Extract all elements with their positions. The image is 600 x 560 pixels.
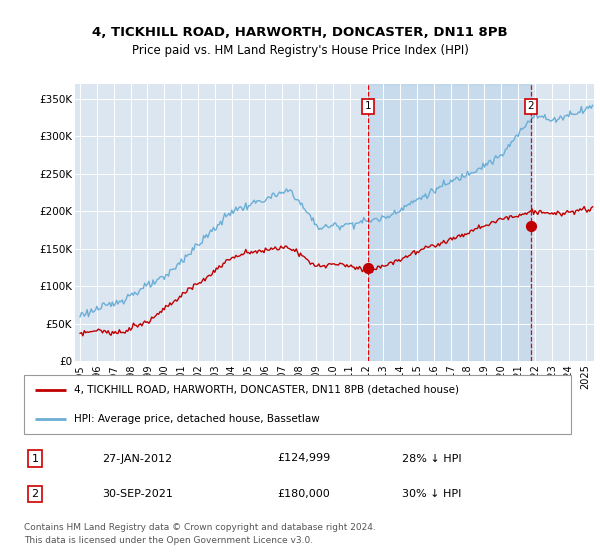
- Text: 30% ↓ HPI: 30% ↓ HPI: [401, 489, 461, 499]
- Text: 27-JAN-2012: 27-JAN-2012: [103, 454, 173, 464]
- Text: £124,999: £124,999: [277, 454, 331, 464]
- Point: [526, 222, 536, 231]
- Text: Contains HM Land Registry data © Crown copyright and database right 2024.
This d: Contains HM Land Registry data © Crown c…: [23, 523, 376, 545]
- Text: £180,000: £180,000: [277, 489, 330, 499]
- Text: Price paid vs. HM Land Registry's House Price Index (HPI): Price paid vs. HM Land Registry's House …: [131, 44, 469, 57]
- Text: 4, TICKHILL ROAD, HARWORTH, DONCASTER, DN11 8PB: 4, TICKHILL ROAD, HARWORTH, DONCASTER, D…: [92, 26, 508, 39]
- Point: [363, 263, 373, 272]
- Text: 4, TICKHILL ROAD, HARWORTH, DONCASTER, DN11 8PB (detached house): 4, TICKHILL ROAD, HARWORTH, DONCASTER, D…: [74, 385, 460, 395]
- Text: 28% ↓ HPI: 28% ↓ HPI: [401, 454, 461, 464]
- Text: 1: 1: [31, 454, 38, 464]
- FancyBboxPatch shape: [23, 375, 571, 434]
- Text: HPI: Average price, detached house, Bassetlaw: HPI: Average price, detached house, Bass…: [74, 414, 320, 424]
- Bar: [368, 84, 531, 361]
- Text: 1: 1: [364, 101, 371, 111]
- Text: 2: 2: [31, 489, 38, 499]
- Text: 2: 2: [527, 101, 534, 111]
- Text: 30-SEP-2021: 30-SEP-2021: [103, 489, 173, 499]
